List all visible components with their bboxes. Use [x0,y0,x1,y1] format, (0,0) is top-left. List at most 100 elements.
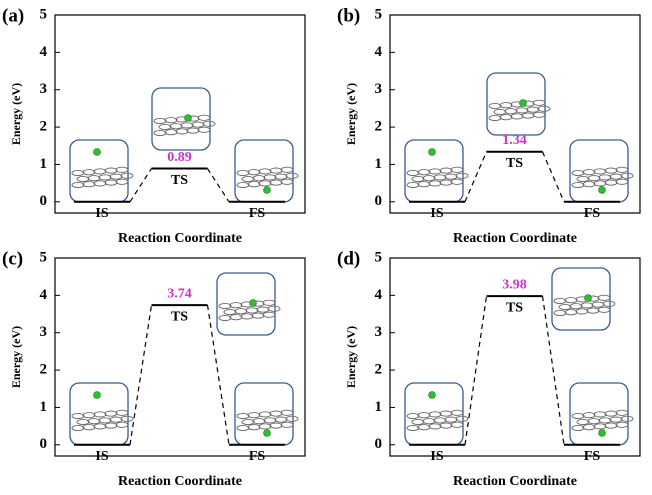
graphene-ring [93,423,107,430]
graphene-ring [576,175,590,183]
graphene-ring [615,178,629,185]
graphene-ring [609,416,623,423]
graphene-ring [98,174,112,181]
graphene-ring [251,312,265,319]
graphene-ring [93,180,107,187]
graphene-ring [526,106,540,113]
graphene-ring [609,173,623,180]
graphene-ring [586,307,600,314]
y-tick-label: 3 [40,324,48,340]
y-tick-label: 0 [40,193,48,209]
graphene-ring [241,418,255,426]
structure-inset [234,139,299,203]
y-tick-label: 0 [375,436,383,452]
graphene-ring [417,169,431,176]
graphene-ring [602,300,616,307]
graphene-ring [450,178,464,185]
graphene-ring [197,114,211,121]
value-label: 0.89 [167,150,192,165]
graphene-ring [252,175,266,182]
graphene-ring [504,108,518,115]
atom [93,391,101,399]
graphene-ring [71,181,85,189]
graphene-ring [521,112,535,119]
graphene-ring [236,169,250,177]
graphene-ring [571,181,585,189]
graphene-ring [202,120,216,127]
connector [206,304,230,445]
level-label: FS [584,206,601,221]
y-tick-label: 2 [375,362,383,378]
inset-frame [569,382,629,446]
x-axis-label: Reaction Coordinate [453,474,577,489]
graphene-ring [258,423,272,430]
y-axis-label: Energy (eV) [9,326,23,388]
structure-inset [216,272,281,336]
graphene-ring [406,181,420,189]
graphene-ring [615,166,629,173]
graphene-ring [153,129,167,137]
structure-inset [404,382,469,446]
y-tick-label: 3 [40,81,48,97]
graphene-ring [82,424,96,431]
level-label: IS [430,206,443,221]
graphene-ring [604,179,618,186]
graphene-ring [582,412,596,419]
graphene-ring [115,421,129,428]
graphene-ring [280,178,294,185]
structure-inset [569,139,634,203]
atom [584,294,592,302]
graphene-ring [439,167,453,174]
graphene-ring [280,166,294,173]
inset-frame [486,72,546,136]
atom [519,99,527,107]
graphene-ring [620,172,634,179]
plot-frame [389,14,641,214]
graphene-ring [532,111,546,118]
y-tick-label: 3 [375,81,383,97]
graphene-ring [197,126,211,133]
graphene-ring [604,410,618,417]
graphene-ring [186,127,200,134]
graphene-ring [515,107,529,114]
graphene-ring [553,309,567,317]
graphene-ring [593,423,607,430]
graphene-ring [593,180,607,187]
inset-frame [551,267,611,331]
graphene-ring [218,302,232,310]
graphene-ring [417,424,431,431]
graphene-ring [82,412,96,419]
graphene-ring [597,294,611,301]
plot-frame [54,257,306,457]
graphene-ring [428,180,442,187]
graphene-ring [411,418,425,426]
level-label: TS [171,309,188,324]
level-label: TS [506,156,523,171]
y-tick-label: 4 [40,44,48,60]
connector [464,296,488,445]
graphene-ring [274,173,288,180]
graphene-ring [285,172,299,179]
y-tick-label: 5 [375,6,383,22]
plot-frame [389,257,641,457]
structure-inset [151,87,216,151]
structure-inset [404,139,469,203]
graphene-ring [93,411,107,418]
graphene-ring [247,169,261,176]
y-tick-label: 4 [375,287,383,303]
y-tick-label: 0 [40,436,48,452]
graphene-ring [247,181,261,188]
y-tick-label: 1 [40,399,48,415]
graphene-ring [76,418,90,426]
graphene-ring [280,409,294,416]
graphene-ring [236,181,250,189]
graphene-ring [269,410,283,417]
graphene-ring [580,302,594,309]
atom [263,186,271,194]
graphene-ring [175,128,189,135]
graphene-ring [258,168,272,175]
inset-frame [569,139,629,203]
atom [598,429,606,437]
graphene-ring [417,412,431,419]
y-tick-label: 5 [375,249,383,265]
